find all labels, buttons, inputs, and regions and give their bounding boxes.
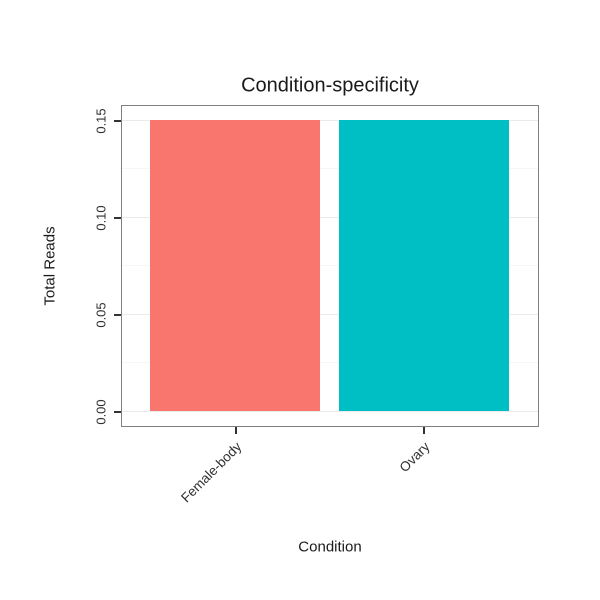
- x-tick-mark: [423, 427, 426, 434]
- bar: [150, 120, 321, 411]
- y-tick-mark: [114, 216, 121, 219]
- gridline-minor: [122, 168, 538, 169]
- gridline-major: [122, 216, 538, 218]
- y-tick-label: 0.05: [93, 301, 109, 328]
- y-tick-mark: [114, 119, 121, 122]
- x-axis-title: Condition: [298, 538, 362, 556]
- y-tick-mark: [114, 313, 121, 316]
- y-tick-label: 0.15: [93, 107, 109, 134]
- chart-title: Condition-specificity: [241, 74, 419, 97]
- y-tick-mark: [114, 410, 121, 413]
- gridline-minor: [122, 265, 538, 266]
- y-tick-label: 0.10: [93, 204, 109, 231]
- y-tick-label: 0.00: [93, 398, 109, 425]
- gridline-major: [122, 313, 538, 315]
- bar: [338, 120, 509, 411]
- x-tick-mark: [234, 427, 237, 434]
- x-tick-label: Female-body: [177, 439, 245, 506]
- gridline-major: [122, 119, 538, 121]
- x-tick-label: Ovary: [396, 439, 433, 476]
- gridline-minor: [122, 362, 538, 363]
- plot-panel: [121, 105, 539, 427]
- y-axis-title: Total Reads: [41, 226, 59, 306]
- gridline-major: [122, 410, 538, 412]
